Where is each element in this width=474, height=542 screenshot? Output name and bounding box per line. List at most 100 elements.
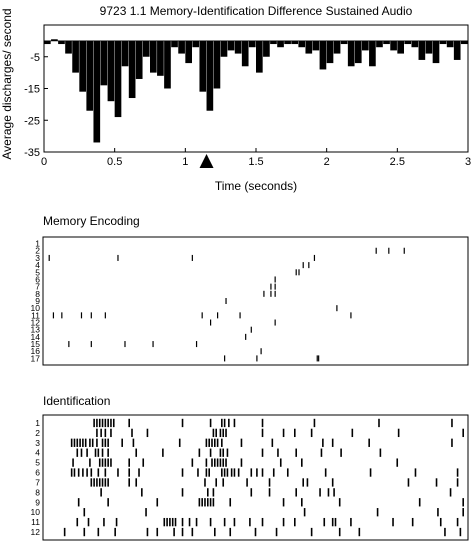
histogram-bar (206, 40, 214, 111)
histogram-bar (58, 40, 65, 45)
trial-label: 14 (31, 332, 41, 342)
trial-label: 4 (35, 448, 40, 458)
histogram-bar (93, 40, 101, 143)
histogram-x-axis-label: Time (seconds) (215, 179, 297, 193)
trial-label: 13 (31, 325, 41, 335)
histogram-bar (227, 40, 235, 51)
trial-label: 2 (35, 428, 40, 438)
histogram-bar (79, 40, 86, 92)
histogram-bar (248, 40, 256, 48)
x-tick-label: 0 (41, 156, 47, 168)
histogram-bar (100, 40, 108, 86)
x-tick-label: 3 (465, 156, 471, 168)
histogram-bar (284, 40, 291, 45)
histogram-bar (425, 40, 433, 54)
histogram-bar (72, 40, 79, 73)
histogram-bar (446, 40, 454, 48)
identification-frame (42, 414, 469, 541)
histogram-bar (51, 39, 58, 41)
histogram-bar (347, 40, 355, 67)
trial-label: 11 (31, 310, 40, 320)
trial-label: 17 (31, 353, 41, 363)
histogram-bar (439, 40, 447, 45)
histogram-bar (164, 40, 171, 89)
y-tick-label: -5 (30, 52, 40, 64)
histogram-bar (65, 40, 72, 54)
histogram-bar (142, 40, 150, 57)
histogram-bar (185, 40, 192, 64)
histogram-bars (44, 39, 468, 143)
trial-label: 4 (35, 260, 40, 270)
trial-label: 1 (35, 418, 40, 428)
histogram-bar (44, 40, 51, 45)
histogram-bar (270, 40, 277, 45)
histogram-bar (277, 40, 284, 48)
histogram-bar (263, 40, 270, 57)
memory-encoding-frame (42, 236, 469, 366)
histogram-bar (432, 40, 440, 64)
histogram-bar (340, 40, 348, 45)
histogram-bar (376, 40, 383, 48)
trial-label: 6 (35, 274, 40, 284)
histogram-bar (157, 40, 164, 76)
y-tick-label: -25 (24, 115, 40, 127)
trial-label: 8 (35, 289, 40, 299)
histogram-bar (135, 40, 143, 79)
x-tick-label: 0.5 (107, 156, 122, 168)
histogram-bar (404, 40, 412, 45)
trial-label: 6 (35, 468, 40, 478)
memory-encoding-raster: Memory Encoding 123456789101112131415161… (31, 214, 469, 366)
histogram-bar (298, 40, 306, 48)
histogram-bar (192, 40, 200, 48)
histogram-bar (453, 40, 461, 60)
trial-label: 1 (35, 239, 40, 249)
histogram-bar (411, 40, 419, 48)
histogram-bar (121, 40, 129, 67)
histogram-title: 9723 1.1 Memory-Identification Differenc… (100, 4, 413, 18)
histogram-bar (213, 40, 221, 89)
trial-label: 15 (31, 339, 41, 349)
trial-label: 11 (31, 517, 40, 527)
histogram-bar (86, 40, 94, 111)
trial-label: 7 (35, 282, 40, 292)
x-tick-label: 1.5 (248, 156, 263, 168)
histogram-bar (114, 40, 122, 118)
memory-encoding-title: Memory Encoding (43, 214, 140, 228)
histogram-bar (354, 40, 362, 64)
trial-label: 12 (31, 527, 41, 537)
histogram-y-ticks: -5 -15 -25 -35 (24, 52, 48, 159)
trial-label: 7 (35, 477, 40, 487)
histogram-bar (241, 40, 249, 67)
histogram-bar (178, 40, 185, 54)
histogram-bar (256, 40, 263, 73)
x-tick-label: 2.5 (390, 156, 405, 168)
trial-label: 5 (35, 458, 40, 468)
histogram-bar (418, 40, 426, 60)
histogram-bar (150, 40, 157, 73)
trial-label: 5 (35, 267, 40, 277)
memory-encoding-spikes (48, 247, 405, 362)
trial-label: 10 (31, 507, 41, 517)
stimulus-marker-icon (199, 154, 214, 168)
histogram-bar (234, 40, 242, 54)
histogram-bar (333, 40, 341, 54)
histogram-bar (291, 40, 298, 45)
x-tick-label: 1 (182, 156, 188, 168)
histogram-bar (305, 40, 313, 54)
histogram-bar (369, 40, 376, 67)
identification-title: Identification (43, 394, 110, 408)
trial-label: 9 (35, 296, 40, 306)
trial-label: 2 (35, 246, 40, 256)
trial-label: 12 (31, 318, 41, 328)
histogram-bar (107, 40, 115, 102)
histogram-y-axis-label: Average discharges/ second (0, 8, 14, 159)
histogram-bar (362, 40, 369, 51)
histogram-bar (199, 40, 207, 92)
histogram-bar (383, 40, 390, 45)
identification-spikes (63, 418, 464, 537)
difference-histogram: 9723 1.1 Memory-Identification Differenc… (0, 4, 471, 193)
histogram-bar (220, 40, 228, 57)
